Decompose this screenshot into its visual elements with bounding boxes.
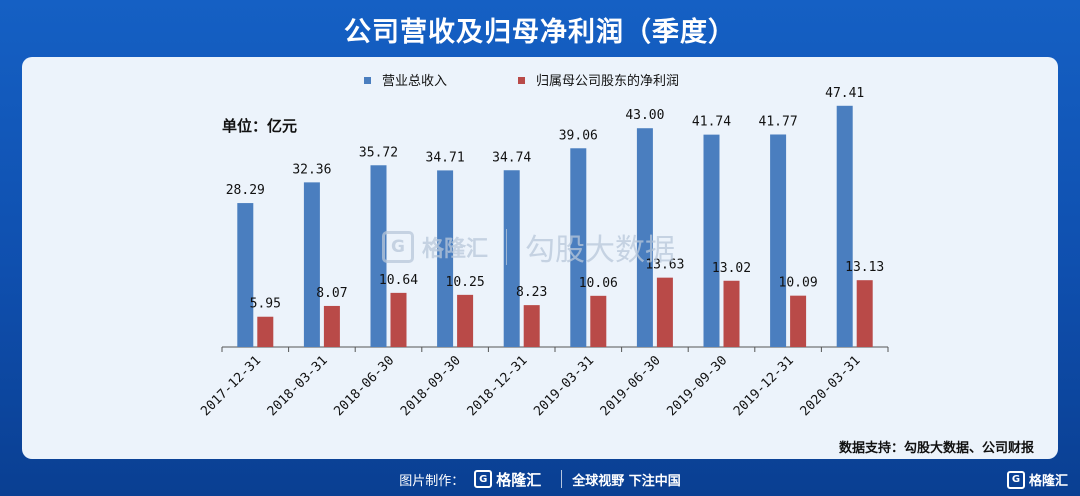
revenue-bar xyxy=(636,128,653,347)
chart-card: 营业总收入 归属母公司股东的净利润 28.29 5.95 2017-12-31 32.36… xyxy=(22,57,1058,459)
footer-logo-icon: G xyxy=(474,470,493,488)
revenue-bar xyxy=(437,170,454,347)
corner-logo-icon: G xyxy=(1006,470,1025,489)
revenue-bar xyxy=(836,105,853,347)
footer: 图片制作： G 格隆汇 全球视野 下注中国 xyxy=(0,468,1080,490)
profit-data-label: 10.06 xyxy=(579,276,618,291)
profit-bar xyxy=(523,305,540,347)
footer-brand: 格隆汇 xyxy=(496,470,542,489)
legend-swatch-1 xyxy=(364,77,371,84)
x-tick-label: 2018-03-31 xyxy=(265,353,331,419)
x-tick-label: 2018-06-30 xyxy=(331,353,397,419)
x-tick-label: 2018-12-31 xyxy=(465,353,531,419)
chart-title: 公司营收及归母净利润（季度） xyxy=(344,17,736,48)
footer-divider xyxy=(561,470,563,488)
revenue-data-label: 41.74 xyxy=(692,115,731,130)
legend-label-1: 营业总收入 xyxy=(382,74,447,89)
profit-data-label: 10.25 xyxy=(446,275,485,290)
footer-logo: G 格隆汇 xyxy=(474,469,541,490)
revenue-data-label: 32.36 xyxy=(292,162,331,177)
x-tick-label: 2019-09-30 xyxy=(664,353,730,419)
watermark-divider xyxy=(506,229,508,265)
profit-data-label: 10.64 xyxy=(379,273,418,288)
x-tick-label: 2019-12-31 xyxy=(731,353,797,419)
profit-data-label: 13.13 xyxy=(845,260,884,275)
profit-data-label: 8.23 xyxy=(516,285,547,300)
revenue-bar xyxy=(570,148,587,347)
profit-data-label: 13.02 xyxy=(712,261,751,276)
x-tick-label: 2019-03-31 xyxy=(531,353,597,419)
data-source: 数据支持：勾股大数据、公司财报 xyxy=(838,441,1034,456)
revenue-data-label: 43.00 xyxy=(625,108,664,123)
bar-chart: 营业总收入 归属母公司股东的净利润 28.29 5.95 2017-12-31 32.36… xyxy=(198,73,889,419)
watermark-brand: 格隆汇 xyxy=(422,237,489,262)
revenue-data-label: 39.06 xyxy=(559,128,598,143)
profit-bar xyxy=(656,277,673,347)
unit-label: 单位：亿元 xyxy=(222,117,298,135)
profit-bar xyxy=(457,294,474,347)
footer-slogan: 全球视野 下注中国 xyxy=(572,473,681,489)
profit-bar xyxy=(723,280,740,347)
x-tick-label: 2019-06-30 xyxy=(598,353,664,419)
revenue-bar xyxy=(703,134,720,347)
watermark: G 格隆汇 勾股大数据 xyxy=(382,225,675,269)
legend-label-2: 归属母公司股东的净利润 xyxy=(536,73,679,89)
x-tick-label: 2020-03-31 xyxy=(798,353,864,419)
profit-data-label: 10.09 xyxy=(779,276,818,291)
profit-bar xyxy=(323,305,340,347)
profit-bar xyxy=(390,292,407,347)
profit-bar xyxy=(257,316,274,347)
x-tick-label: 2018-09-30 xyxy=(398,353,464,419)
watermark-product: 勾股大数据 xyxy=(525,233,676,268)
revenue-bar xyxy=(503,170,520,347)
revenue-bar xyxy=(237,203,254,347)
revenue-bar xyxy=(770,134,787,347)
profit-data-label: 5.95 xyxy=(250,297,281,312)
watermark-logo-icon: G xyxy=(382,231,414,263)
profit-bar xyxy=(856,280,873,347)
profit-bar xyxy=(590,295,607,347)
revenue-bar xyxy=(370,165,387,347)
revenue-bar xyxy=(303,182,320,347)
footer-credit: 图片制作： xyxy=(399,473,465,489)
revenue-data-label: 34.71 xyxy=(426,150,465,165)
revenue-data-label: 28.29 xyxy=(226,183,265,198)
corner-logo-text: 格隆汇 xyxy=(1028,474,1068,489)
profit-data-label: 8.07 xyxy=(316,286,347,301)
revenue-data-label: 35.72 xyxy=(359,145,398,160)
revenue-data-label: 34.74 xyxy=(492,150,531,165)
profit-bar xyxy=(790,295,807,347)
x-tick-label: 2017-12-31 xyxy=(198,353,264,419)
legend-swatch-2 xyxy=(518,77,525,84)
revenue-data-label: 47.41 xyxy=(825,86,864,101)
revenue-data-label: 41.77 xyxy=(759,114,798,129)
corner-logo: G 格隆汇 xyxy=(1006,470,1068,489)
profit-data-label: 13.63 xyxy=(645,258,684,273)
